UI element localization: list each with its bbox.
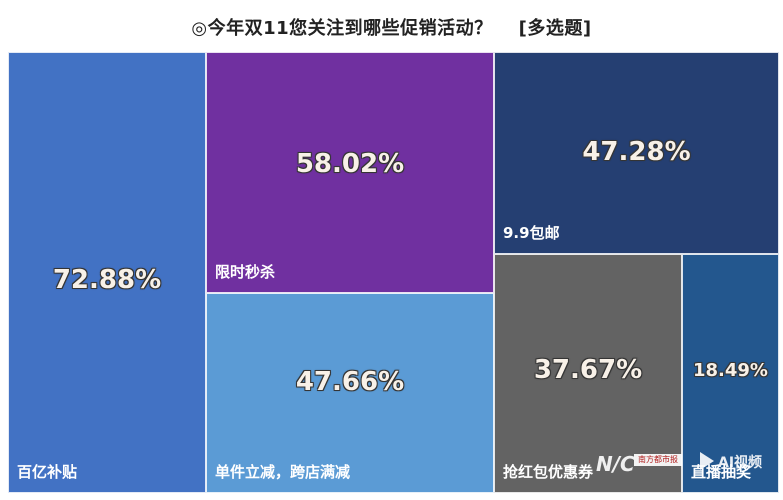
treemap-cell-xianshi-miaosha: 58.02% 限时秒杀 <box>206 52 494 293</box>
treemap-category-label: 抢红包优惠券 <box>503 463 594 481</box>
treemap-value-label: 58.02% <box>295 149 405 180</box>
chart-title-text: ◎今年双11您关注到哪些促销活动？ <box>191 18 493 39</box>
treemap-value-label: 18.49% <box>693 360 768 382</box>
treemap-cell-qiang-hongbao: 37.67% 抢红包优惠券 <box>494 254 682 493</box>
treemap: 72.88% 百亿补贴 58.02% 限时秒杀 47.66% 单件立减，跨店满减 47.28… <box>8 52 779 493</box>
play-icon <box>700 452 714 470</box>
treemap-category-label: 单件立减，跨店满减 <box>215 463 351 481</box>
watermark-logo: N/C 南方都市报 AI视频 <box>596 452 776 482</box>
treemap-category-label: 限时秒杀 <box>215 263 276 281</box>
treemap-category-label: 百亿补贴 <box>17 463 78 481</box>
treemap-value-label: 47.28% <box>582 137 691 168</box>
treemap-value-label: 47.66% <box>295 367 405 398</box>
treemap-category-label: 9.9包邮 <box>503 224 560 242</box>
chart-title-suffix: [多选题] <box>518 18 592 39</box>
treemap-value-label: 72.88% <box>52 265 162 296</box>
treemap-cell-baiyi-butie: 72.88% 百亿补贴 <box>8 52 206 493</box>
treemap-cell-danjian-lijian: 47.66% 单件立减，跨店满减 <box>206 293 494 493</box>
treemap-value-label: 37.67% <box>533 355 643 386</box>
watermark-newspaper-name: 南方都市报 <box>634 454 682 466</box>
watermark-text: AI视频 <box>718 455 763 471</box>
treemap-cell-baoyou-9-9: 47.28% 9.9包邮 <box>494 52 779 254</box>
watermark-nc-mark: N/C <box>596 452 635 476</box>
treemap-cell-zhibo-choujiang: 18.49% 直播抽奖 <box>682 254 779 493</box>
chart-title: ◎今年双11您关注到哪些促销活动？ [多选题] <box>0 14 783 44</box>
